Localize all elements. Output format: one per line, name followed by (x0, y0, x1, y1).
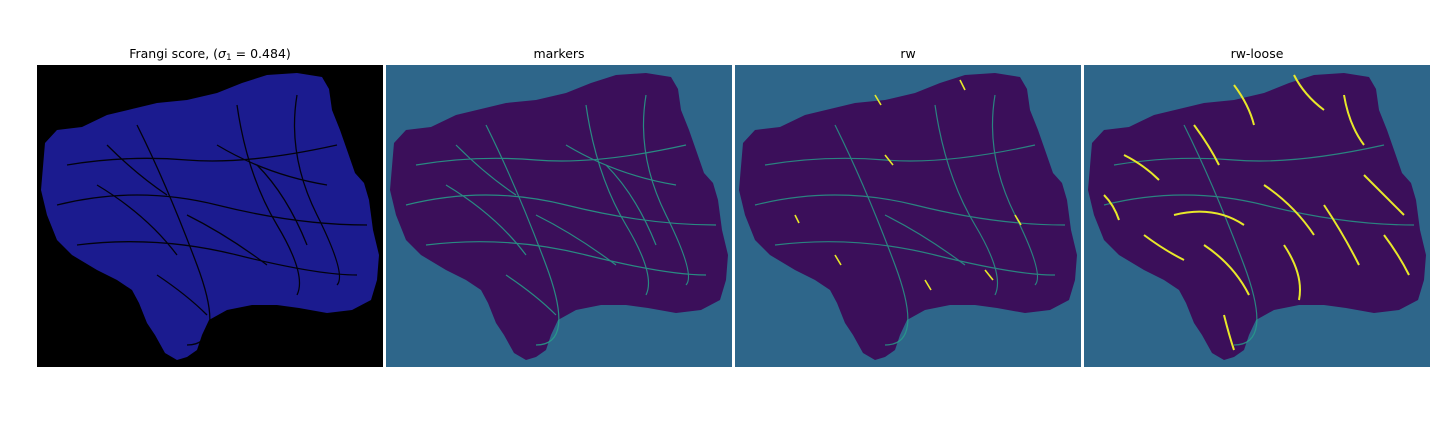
marker-lines (405, 94, 717, 346)
rw-tissue-region (739, 73, 1077, 360)
rw-panel-title: rw (900, 46, 916, 61)
rw-loose-vessel-segments (1103, 74, 1410, 351)
frangi-tissue-region (41, 73, 379, 360)
frangi-score-image (37, 65, 383, 367)
markers-panel-title: markers (533, 46, 585, 61)
frangi-panel-title: Frangi score, (σ1 = 0.484) (129, 46, 291, 63)
markers-image (386, 65, 732, 367)
frangi-vessel-lines (56, 94, 368, 346)
rw-vessel-segments (794, 79, 1022, 291)
rw-loose-tissue-region (1088, 73, 1426, 360)
rw-loose-image (1084, 65, 1430, 367)
rw-loose-marker-lines (1103, 124, 1415, 346)
markers-tissue-region (390, 73, 728, 360)
rw-marker-lines (754, 94, 1066, 346)
rw-loose-panel-title: rw-loose (1230, 46, 1284, 61)
rw-image (735, 65, 1081, 367)
